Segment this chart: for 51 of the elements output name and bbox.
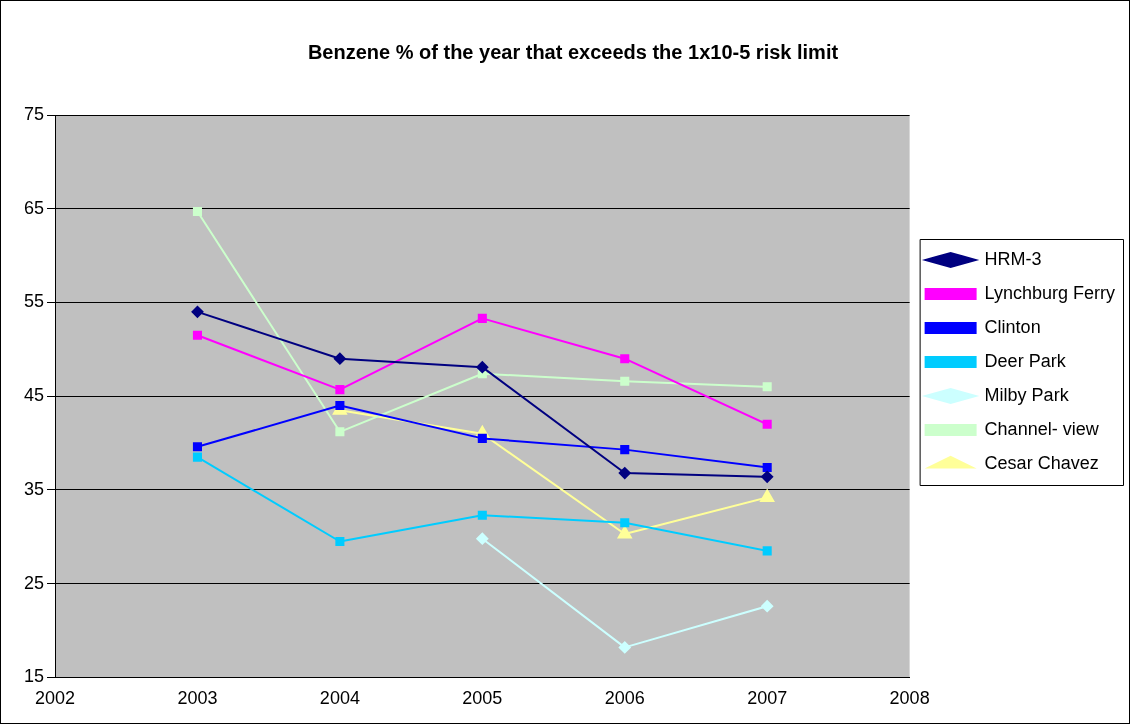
point xyxy=(618,641,631,654)
point xyxy=(477,510,487,520)
legend-label: Channel- view xyxy=(984,418,1100,439)
point xyxy=(618,467,631,480)
point xyxy=(620,445,630,455)
x-tick-label: 2002 xyxy=(35,688,76,709)
point xyxy=(333,352,346,365)
point xyxy=(762,546,772,556)
legend-label: Cesar Chavez xyxy=(984,452,1099,473)
y-tick-label: 45 xyxy=(23,385,45,406)
point xyxy=(762,382,772,392)
legend-label: Milby Park xyxy=(984,384,1070,405)
point xyxy=(191,305,204,318)
point xyxy=(192,452,202,462)
point xyxy=(617,525,632,539)
point xyxy=(476,361,489,374)
point xyxy=(335,401,345,411)
point xyxy=(335,427,345,437)
x-tick-label: 2006 xyxy=(604,688,645,709)
point xyxy=(476,532,489,545)
legend-label: Clinton xyxy=(984,316,1041,337)
legend-label: Deer Park xyxy=(984,350,1067,371)
chart-title: Benzene % of the year that exceeds the 1x10-5 risk limit xyxy=(307,40,839,63)
point xyxy=(620,376,630,386)
y-tick-label: 55 xyxy=(23,291,45,312)
x-tick-label: 2008 xyxy=(889,688,930,709)
point xyxy=(760,489,775,502)
point xyxy=(761,600,774,613)
x-tick-label: 2005 xyxy=(462,688,503,709)
y-tick-label: 35 xyxy=(23,478,45,499)
legend-label: HRM-3 xyxy=(984,248,1042,269)
point xyxy=(762,462,772,472)
point xyxy=(335,385,345,395)
x-tick-label: 2003 xyxy=(177,688,218,709)
point xyxy=(192,207,202,217)
y-tick-label: 75 xyxy=(23,103,45,124)
y-tick-label: 25 xyxy=(23,572,45,593)
y-tick-label: 15 xyxy=(23,666,45,687)
point xyxy=(761,470,774,483)
point xyxy=(620,518,630,528)
point xyxy=(192,442,202,452)
point xyxy=(762,419,772,429)
point xyxy=(477,433,487,443)
point xyxy=(477,313,487,323)
legend-label: Lynchburg Ferry xyxy=(984,282,1115,303)
point xyxy=(620,354,630,364)
point xyxy=(192,330,202,340)
y-tick-label: 65 xyxy=(23,197,45,218)
x-tick-label: 2004 xyxy=(319,688,360,709)
point xyxy=(335,536,345,547)
x-tick-label: 2007 xyxy=(747,688,788,709)
